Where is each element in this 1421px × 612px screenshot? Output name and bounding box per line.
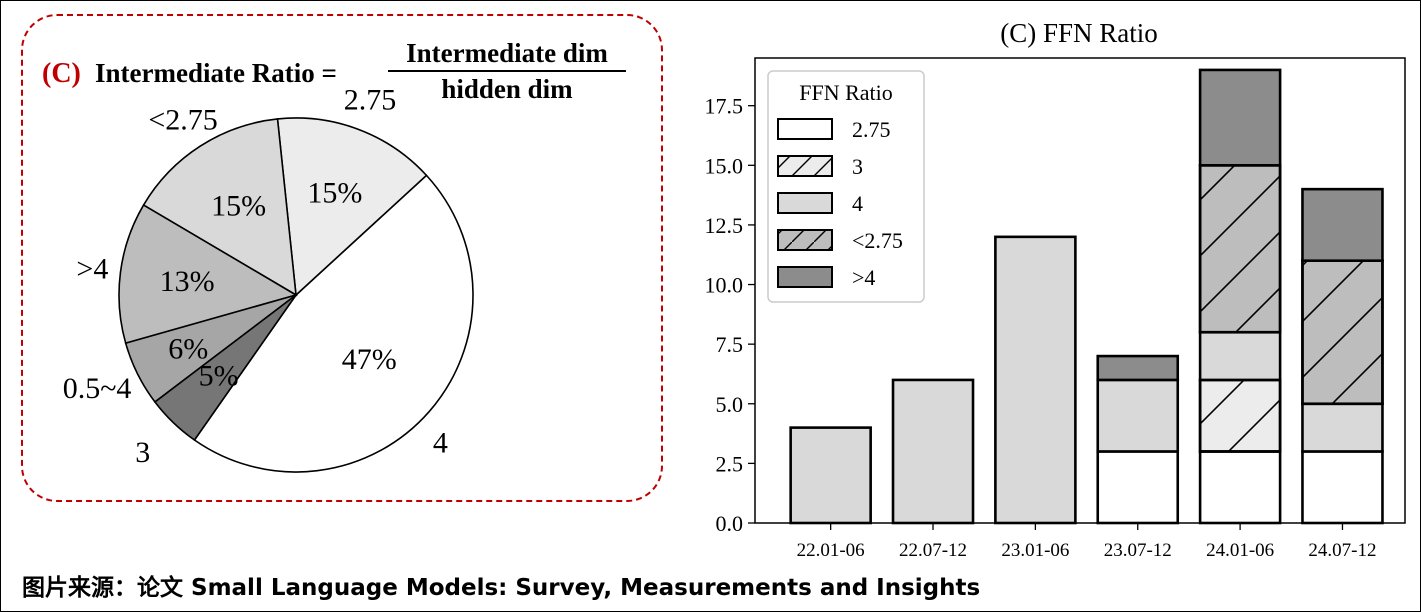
- y-tick-label: 2.5: [716, 451, 744, 476]
- y-tick-label: 15.0: [705, 153, 744, 178]
- bar-chart-title: (C) FFN Ratio: [1000, 18, 1158, 48]
- legend-swatch-hatch: [777, 155, 833, 177]
- bar-segment: [1301, 187, 1384, 262]
- pie-category-label: 2.75: [344, 84, 397, 117]
- pie-category-label: <2.75: [148, 103, 217, 136]
- x-tick-label: 23.01-06: [1001, 540, 1069, 561]
- pie-slice: [193, 174, 474, 473]
- legend-label: 2.75: [852, 117, 891, 142]
- legend-swatch: [777, 118, 833, 140]
- bar-segment: [994, 235, 1077, 525]
- pie-title-main: Intermediate Ratio =: [95, 58, 337, 88]
- bar-segment-hatch: [1198, 378, 1282, 453]
- legend-swatch: [777, 266, 833, 288]
- bar-segment-hatch: [1198, 164, 1282, 334]
- pie-percent-label: 15%: [211, 190, 266, 223]
- pie-percent-label: 5%: [199, 359, 239, 392]
- pie-title: (C) Intermediate Ratio = Intermediate di…: [42, 38, 626, 104]
- bar-segment: [891, 378, 975, 525]
- pie-slice: [153, 294, 297, 442]
- pie-percent-label: 13%: [160, 265, 215, 298]
- bar-segment: [1198, 330, 1282, 382]
- x-tick-label: 22.07-12: [899, 540, 967, 561]
- bar-segment: [1301, 402, 1384, 453]
- bar-segment-hatch: [1301, 259, 1384, 406]
- bar-segment: [1096, 450, 1180, 525]
- pie-title-denominator: hidden dim: [441, 74, 573, 104]
- legend-label: 3: [852, 154, 863, 179]
- pie-title-label-c: (C): [42, 58, 81, 89]
- y-tick-label: 12.5: [705, 213, 744, 238]
- legend-label: >4: [852, 265, 875, 290]
- bar-segment: [789, 426, 872, 525]
- legend-label: <2.75: [852, 228, 903, 253]
- caption: 图片来源：论文 Small Language Models: Survey, M…: [22, 575, 981, 601]
- y-tick-label: 17.5: [705, 94, 744, 119]
- pie-title-numerator: Intermediate dim: [406, 38, 608, 68]
- legend-label: 4: [852, 191, 863, 216]
- bar-segment: [1096, 378, 1180, 453]
- pie-percent-label: 15%: [307, 176, 362, 209]
- plot-area: [754, 57, 1406, 524]
- pie-percent-label: 6%: [168, 333, 208, 366]
- pie-category-label: 0.5~4: [63, 372, 132, 405]
- bar-segment: [1301, 450, 1384, 525]
- bar-segment: [1198, 68, 1282, 167]
- legend: FFN Ratio 2.75 3 4 <2.75 >4: [767, 70, 925, 303]
- legend-title: FFN Ratio: [799, 80, 893, 105]
- pie-slice: [276, 117, 428, 297]
- pie-category-label: 3: [135, 436, 150, 469]
- x-tick-label: 22.01-06: [797, 540, 865, 561]
- x-tick-label: 24.01-06: [1206, 540, 1274, 561]
- x-tick-label: 24.07-12: [1308, 540, 1376, 561]
- pie-chart: (C) Intermediate Ratio = Intermediate di…: [42, 38, 626, 473]
- pie-percent-label: 47%: [342, 343, 397, 376]
- legend-swatch-hatch: [777, 229, 833, 251]
- bar-segment: [1096, 354, 1180, 382]
- x-tick-label: 23.07-12: [1104, 540, 1172, 561]
- pie-category-label: 4: [433, 426, 448, 459]
- y-tick-label: 0.0: [716, 511, 744, 536]
- pie-slice: [142, 118, 297, 297]
- pie-panel: [21, 14, 663, 502]
- y-tick-label: 5.0: [716, 392, 744, 417]
- pie-category-label: >4: [76, 253, 108, 286]
- y-tick-label: 7.5: [716, 332, 744, 357]
- y-tick-label: 10.0: [705, 273, 744, 298]
- pie-slice: [118, 203, 299, 345]
- bar-segment: [1198, 450, 1282, 525]
- bar-chart: (C) FFN Ratio 0.0 2.5 5.0 7.5 10.0 12.5 15.0 17…: [705, 18, 1406, 561]
- legend-swatch: [777, 192, 833, 214]
